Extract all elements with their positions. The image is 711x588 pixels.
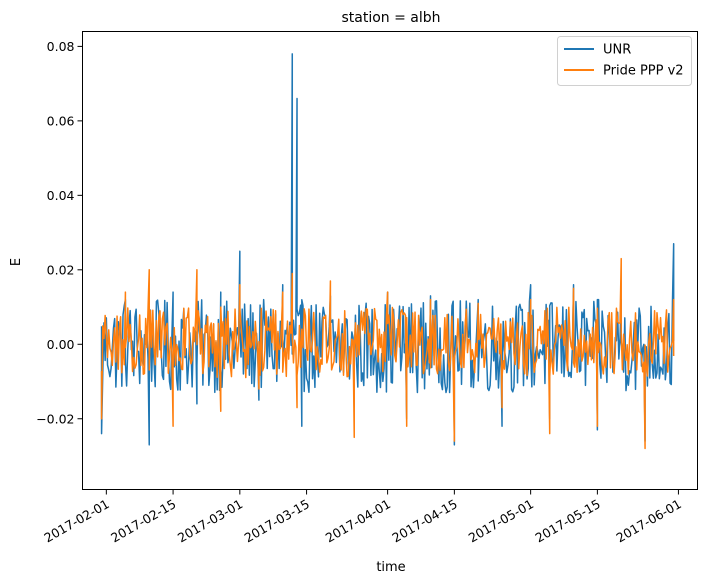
x-tick-label: 2017-05-15 <box>532 496 602 545</box>
x-tick-label: 2017-04-01 <box>323 496 393 545</box>
y-tick-label: 0.00 <box>47 337 75 352</box>
y-axis-label: E <box>9 258 24 266</box>
x-tick-label: 2017-02-15 <box>108 496 178 545</box>
x-tick-label: 2017-02-01 <box>41 496 111 545</box>
x-tick-label: 2017-06-01 <box>614 496 684 545</box>
y-tick-label: 0.04 <box>47 188 75 203</box>
x-tick-label: 2017-03-15 <box>242 496 312 545</box>
y-tick-label: 0.06 <box>47 113 75 128</box>
plot-frame <box>82 31 698 490</box>
legend-label-pride: Pride PPP v2 <box>603 64 684 79</box>
x-tick-label: 2017-03-01 <box>175 496 245 545</box>
y-tick-label: −0.02 <box>36 411 74 426</box>
x-axis-label: time <box>376 560 405 575</box>
series-line-unr <box>100 53 675 446</box>
chart-title: station = albh <box>341 10 440 26</box>
legend: UNR Pride PPP v2 <box>557 36 692 86</box>
series-line-pride-ppp-v2 <box>100 257 675 450</box>
y-tick-label: 0.08 <box>47 39 75 54</box>
x-axis: 2017-02-012017-02-152017-03-012017-03-15… <box>41 489 684 545</box>
y-axis: −0.02 0.00 0.02 0.04 0.06 0.08 <box>36 39 83 426</box>
x-tick-label: 2017-05-01 <box>466 496 536 545</box>
x-tick-label: 2017-04-15 <box>389 496 459 545</box>
plot-area <box>82 31 698 490</box>
series-layer <box>100 53 675 450</box>
legend-label-unr: UNR <box>603 43 631 58</box>
y-tick-label: 0.02 <box>47 262 75 277</box>
